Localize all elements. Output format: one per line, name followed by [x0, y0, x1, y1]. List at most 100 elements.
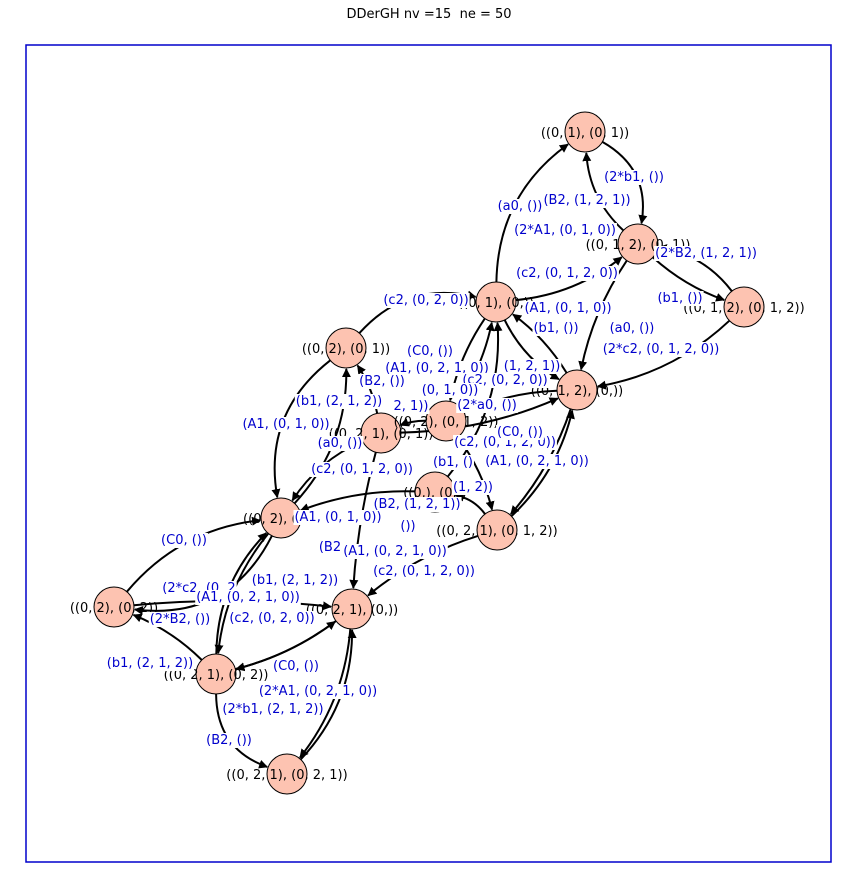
edge-label-group: (A1, (0, 1, 0)) [523, 301, 613, 316]
graph-title: DDerGH nv =15 ne = 50 [346, 7, 512, 22]
edge-label-background [241, 417, 331, 432]
edge-label: (B2 [319, 540, 341, 555]
edge-label-background [316, 436, 364, 451]
edge-label-group: (c2, (0, 1, 2, 0)) [515, 266, 619, 281]
edge-label: (b1, (2, 1, 2)) [296, 394, 382, 409]
edge-label: (A1, (0, 2, 1, 0)) [485, 454, 589, 469]
node-label: ((0, 2), (0, 2)) [70, 601, 158, 616]
node-label: ((0, 2), (0, 1, 2)) [394, 415, 499, 430]
edge-label-background [431, 455, 475, 470]
graph-node: ((0, 2), (0, 2)) [70, 586, 158, 628]
edge-label: (2*A1, (0, 2, 1, 0)) [259, 684, 377, 699]
edge-label-group: (B2, (1, 2, 1)) [372, 497, 462, 512]
node-label: ((0, 1), (0, 1)) [541, 126, 629, 141]
edge-label-background [532, 321, 580, 336]
edge-label-group: (c2, (0, 2, 0)) [228, 611, 316, 626]
edge-label-background [496, 199, 544, 214]
edge-label: (c2, (0, 1, 2, 0)) [516, 266, 618, 281]
edge-label-group: (c2, (0, 1, 2, 0)) [372, 564, 476, 579]
edge-label-background [148, 612, 212, 627]
node-circle [195, 653, 237, 695]
edge-label-group: (A1, (0, 2, 1, 0)) [342, 544, 448, 559]
graph-node: ((0, 2), (0, 1, 2)) [394, 400, 499, 442]
edge-label-background [496, 425, 544, 440]
edge-label: (A1, (0, 2, 1, 0)) [385, 361, 489, 376]
node-label: ((0, 1, 2), (0,)) [531, 384, 623, 399]
node-circle [564, 111, 606, 153]
edge-label-group: (2*B2, (1, 2, 1)) [654, 246, 758, 261]
edge-label-background [221, 702, 325, 717]
edge-label-group: (0, 1, 0)) [420, 383, 480, 398]
edge-label: (2*b1, ()) [604, 170, 664, 185]
edge-label-background [608, 321, 656, 336]
edge-label-group: (b1, ()) [656, 291, 704, 306]
edge-label: (b1, () [433, 455, 473, 470]
node-circle [476, 509, 518, 551]
edge-label: (B2, (1, 2, 1)) [543, 193, 630, 208]
edge-label: (A1, (0, 1, 0)) [294, 510, 381, 525]
edge-label-background [392, 399, 430, 414]
edge-label-background [461, 373, 549, 388]
edge-label: (c2, (0, 2, 0)) [383, 293, 468, 308]
node-layer: ((0, 1), (0, 1)) ((0, 1, 2), (0, 1)) ((0, … [70, 111, 805, 795]
graph-node: ((0, 2, 1), (0, 2)) [164, 653, 269, 695]
edge-label-group: 2, 1)) [392, 399, 430, 414]
graph-edge [400, 397, 559, 434]
edge-label: (C0, ()) [497, 425, 543, 440]
edge-label: (2*B2, ()) [150, 612, 211, 627]
graph-node: ((0, 1, 2), (0, 1)) [586, 223, 690, 265]
edge-label-background [205, 733, 253, 748]
node-circle [425, 400, 467, 442]
edge-label-group: (2*c2, (0, 1, 2, 0)) [601, 342, 721, 357]
edge-label-background [420, 383, 480, 398]
edge-label-background [310, 462, 414, 477]
graph-node: ((0, 2, 1), (0, 2, 1)) [226, 753, 348, 795]
node-circle [617, 223, 659, 265]
edge-label: (A1, (0, 1, 0)) [242, 417, 329, 432]
graph-edge [132, 613, 203, 661]
edge-label-group: (2*b1, ()) [603, 170, 665, 185]
node-circle [556, 369, 598, 411]
node-circle [325, 327, 367, 369]
node-label: ((0, 2, 1), (0, 2)) [164, 668, 269, 683]
graph-edge [235, 620, 337, 672]
edge-label-background [257, 684, 379, 699]
graph-edge [399, 418, 427, 427]
graph-node: ((0, 1, 2), (0,)) [531, 369, 623, 411]
edge-label-background [654, 246, 758, 261]
edge-label-background [542, 193, 632, 208]
graph-edge [503, 319, 560, 381]
edge-label: (a0, ()) [498, 199, 543, 214]
edge-label: (C0, ()) [407, 344, 453, 359]
edge-label-background [294, 394, 384, 409]
plot-frame [25, 44, 832, 863]
edge-label-background [451, 480, 495, 495]
graph-edge [367, 534, 479, 597]
edge-label: (B2, ()) [206, 733, 252, 748]
edge-label: 2, 1)) [394, 399, 429, 414]
edge-label: (c2, (0, 1, 2, 0)) [373, 564, 475, 579]
edge-label: (b1, ()) [657, 291, 702, 306]
edge-label: (B2, ()) [359, 374, 405, 389]
edge-label-background [603, 170, 665, 185]
edge-label-background [406, 344, 454, 359]
node-circle [266, 753, 308, 795]
edge-label: (1, 2)) [453, 480, 493, 495]
edge-label-group: (b1, () [431, 455, 475, 470]
edge-label: (2*B2, (1, 2, 1)) [655, 246, 757, 261]
edge-label-background [502, 359, 562, 374]
node-circle [475, 281, 517, 323]
edge-label-group: (A1, (0, 2, 1, 0)) [384, 361, 490, 376]
edge-label-group: (2*A1, (0, 1, 0)) [513, 223, 617, 238]
graph-node: ((0, 2), (0, 1)) [302, 327, 390, 369]
node-label: ((0, 2, 1), (0,)) [306, 603, 398, 618]
edge-label: (a0, ()) [610, 321, 655, 336]
edge-label: (b1, ()) [533, 321, 578, 336]
edge-label-group: (a0, ()) [316, 436, 364, 451]
edge-label: (2*c2, (0, 1, 2, 0)) [603, 342, 720, 357]
edge-label-group: (2*B2, ()) [148, 612, 212, 627]
edge-label-group: (C0, ()) [272, 659, 320, 674]
edge-label-background [317, 540, 343, 555]
edge-label-group: (1, 2, 1)) [502, 359, 562, 374]
edge-label-group: (b1, (2, 1, 2)) [294, 394, 384, 409]
